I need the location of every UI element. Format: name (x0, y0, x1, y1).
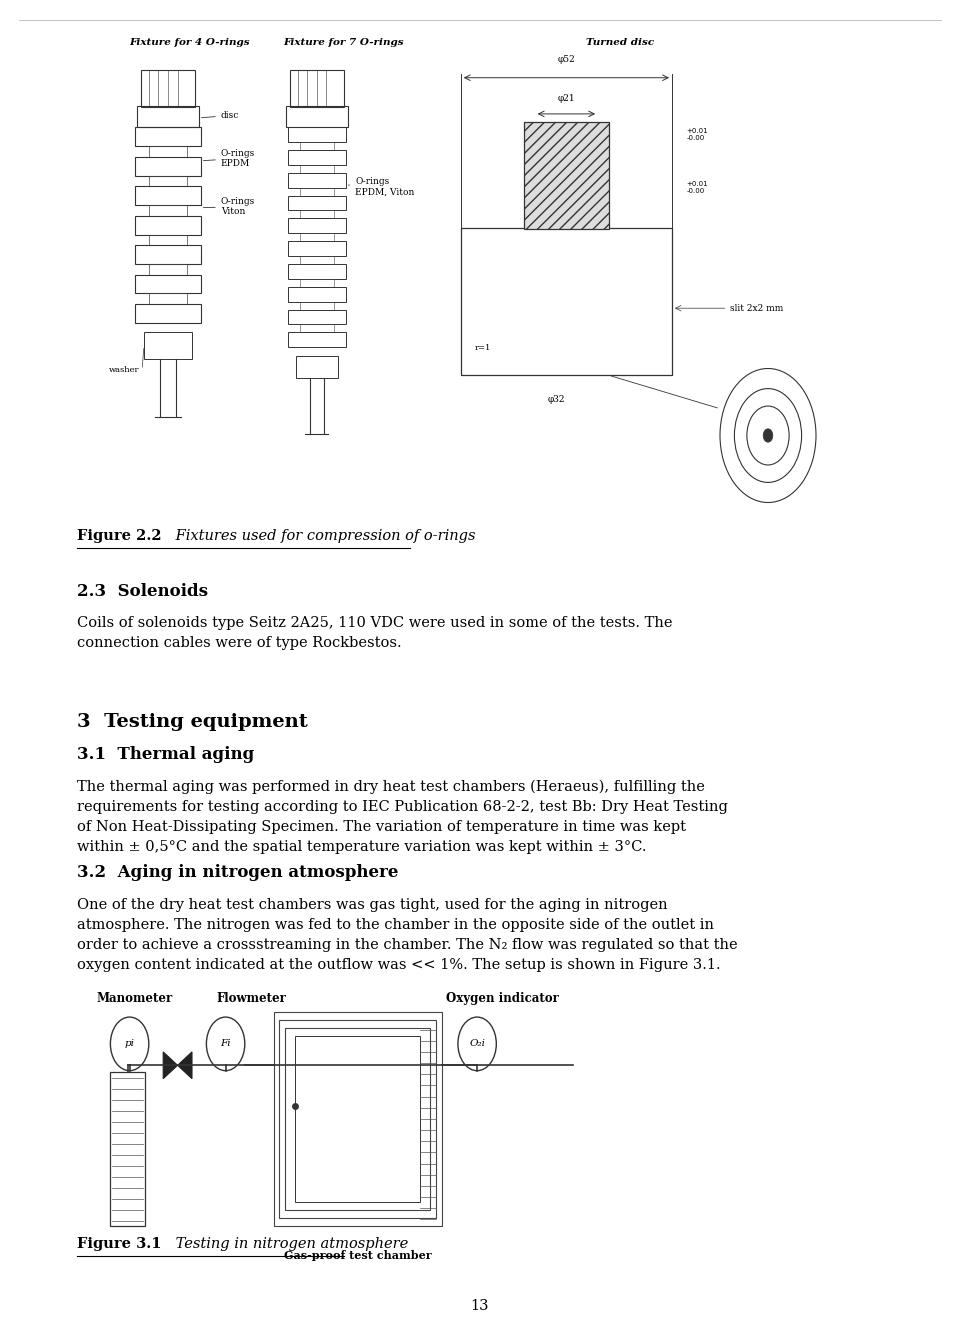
Bar (288, 287, 346, 302)
Bar (141, 70, 195, 107)
Bar (300, 210, 334, 218)
Bar (300, 302, 334, 310)
Text: 2.3  Solenoids: 2.3 Solenoids (77, 583, 207, 600)
Bar (149, 205, 187, 216)
Bar (149, 146, 187, 157)
Bar (524, 122, 609, 229)
Text: Coils of solenoids type Seitz 2A25, 110 VDC were used in some of the tests. The
: Coils of solenoids type Seitz 2A25, 110 … (77, 616, 672, 650)
Text: pi: pi (125, 1040, 134, 1048)
Text: Flowmeter: Flowmeter (216, 992, 286, 1005)
Bar (135, 245, 201, 264)
Text: disc: disc (202, 111, 239, 119)
Polygon shape (178, 1052, 192, 1079)
Bar (300, 279, 334, 287)
Text: Fixtures used for compression of o-rings: Fixtures used for compression of o-rings (171, 529, 475, 543)
Text: washer: washer (108, 366, 139, 374)
Bar (288, 196, 346, 210)
Bar (135, 304, 201, 323)
Bar (288, 173, 346, 188)
Bar (285, 1028, 430, 1210)
Bar (149, 264, 187, 275)
Text: Fixture for 7 O-rings: Fixture for 7 O-rings (283, 38, 404, 47)
Bar (300, 256, 334, 264)
Text: Testing in nitrogen atmosphere: Testing in nitrogen atmosphere (171, 1237, 408, 1250)
Circle shape (763, 429, 773, 442)
Bar (137, 106, 199, 127)
Text: O-rings
EPDM: O-rings EPDM (204, 149, 255, 168)
Bar (135, 275, 201, 293)
Bar (288, 218, 346, 233)
Bar (149, 293, 187, 304)
Text: 3  Testing equipment: 3 Testing equipment (77, 713, 307, 730)
Bar (135, 157, 201, 176)
Text: Turned disc: Turned disc (586, 38, 654, 47)
Text: slit 2x2 mm: slit 2x2 mm (730, 304, 783, 312)
Text: 3.2  Aging in nitrogen atmosphere: 3.2 Aging in nitrogen atmosphere (77, 864, 398, 882)
Bar (295, 1036, 420, 1202)
Text: φ52: φ52 (558, 55, 575, 64)
Text: The thermal aging was performed in dry heat test chambers (Heraeus), fulfilling : The thermal aging was performed in dry h… (77, 780, 728, 855)
Text: φ21: φ21 (558, 94, 575, 103)
Text: Fi: Fi (220, 1040, 231, 1048)
Text: 3.1  Thermal aging: 3.1 Thermal aging (77, 746, 254, 764)
Bar (288, 150, 346, 165)
Text: 13: 13 (470, 1300, 490, 1313)
Text: O-rings
Viton: O-rings Viton (204, 197, 255, 216)
Bar (288, 127, 346, 142)
Text: +0.01
-0.00: +0.01 -0.00 (686, 181, 708, 194)
Bar (461, 228, 672, 375)
Text: One of the dry heat test chambers was gas tight, used for the aging in nitrogen
: One of the dry heat test chambers was ga… (77, 898, 737, 972)
Bar (110, 1072, 145, 1226)
Bar (135, 186, 201, 205)
Text: Gas-proof test chamber: Gas-proof test chamber (284, 1250, 431, 1261)
Bar (300, 165, 334, 173)
Text: O₂i: O₂i (469, 1040, 485, 1048)
Bar (135, 127, 201, 146)
Bar (296, 356, 338, 378)
Text: φ32: φ32 (548, 395, 565, 405)
Bar (300, 142, 334, 150)
Bar (288, 310, 346, 324)
Polygon shape (163, 1052, 178, 1079)
Bar (300, 324, 334, 332)
Bar (149, 234, 187, 245)
Text: Figure 2.2: Figure 2.2 (77, 529, 161, 543)
Text: Manometer: Manometer (96, 992, 172, 1005)
Bar (300, 233, 334, 241)
Text: r=1: r=1 (475, 344, 492, 352)
Bar (286, 106, 348, 127)
Text: Oxygen indicator: Oxygen indicator (446, 992, 560, 1005)
Bar (290, 70, 344, 107)
Bar (288, 264, 346, 279)
Bar (288, 241, 346, 256)
Text: +0.01
-0.00: +0.01 -0.00 (686, 127, 708, 141)
Text: Fixture for 4 O-rings: Fixture for 4 O-rings (130, 38, 251, 47)
Bar (288, 332, 346, 347)
Text: O-rings
EPDM, Viton: O-rings EPDM, Viton (348, 177, 415, 196)
Bar (300, 188, 334, 196)
Bar (135, 216, 201, 234)
Text: Figure 3.1: Figure 3.1 (77, 1237, 161, 1250)
Bar (144, 332, 192, 359)
Bar (279, 1020, 436, 1218)
Bar (274, 1012, 442, 1226)
Bar (149, 176, 187, 186)
